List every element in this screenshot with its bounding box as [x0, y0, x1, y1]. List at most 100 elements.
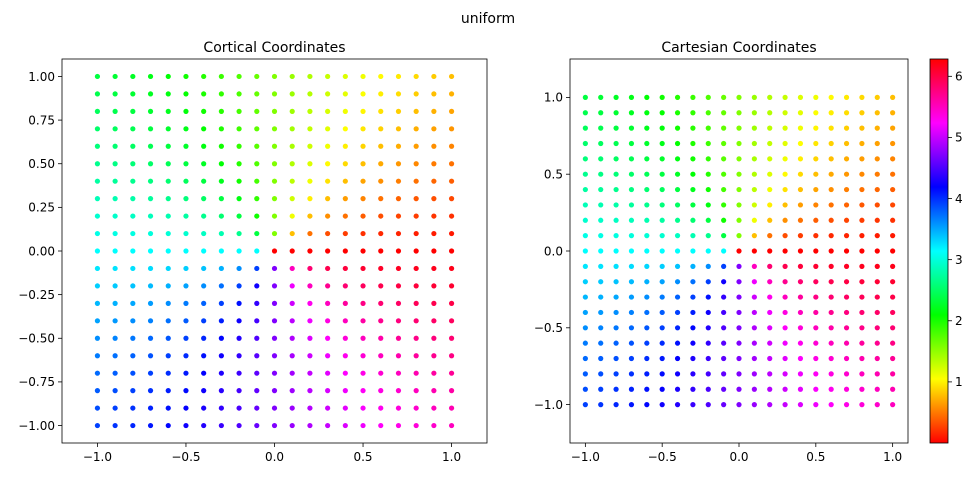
scatter-point [721, 294, 727, 300]
scatter-point [598, 202, 604, 208]
scatter-point [598, 340, 604, 346]
scatter-point [782, 294, 788, 300]
scatter-point [659, 171, 665, 177]
scatter-point [751, 156, 757, 162]
scatter-point [736, 294, 742, 300]
scatter-point [94, 370, 101, 376]
scatter-point [201, 196, 207, 202]
y-tick-label: 0.5 [544, 168, 563, 182]
scatter-point [828, 186, 834, 193]
y-tick-label: −0.75 [18, 375, 55, 389]
scatter-point [813, 110, 819, 116]
scatter-point [797, 294, 804, 300]
scatter-point [859, 325, 865, 331]
scatter-point [782, 325, 788, 331]
scatter-point [751, 325, 757, 331]
scatter-point [431, 91, 437, 97]
scatter-point [767, 309, 773, 316]
scatter-point [751, 355, 757, 362]
scatter-point [890, 294, 896, 300]
y-tick-label: 1.0 [544, 91, 563, 105]
scatter-point [395, 353, 402, 359]
scatter-point [289, 353, 295, 359]
scatter-point [342, 126, 348, 132]
scatter-point [721, 263, 727, 269]
colorbar-tick-label: 2 [955, 314, 963, 328]
scatter-point [628, 233, 635, 239]
scatter-point [828, 140, 834, 147]
scatter-point [112, 405, 118, 411]
scatter-point [431, 213, 437, 219]
scatter-point [767, 294, 773, 300]
scatter-point [395, 196, 402, 202]
scatter-point [859, 202, 865, 208]
scatter-point [874, 371, 880, 377]
scatter-point [736, 233, 742, 239]
scatter-point [598, 309, 604, 316]
scatter-point [94, 178, 101, 184]
scatter-point [325, 73, 331, 80]
scatter-point [613, 217, 619, 223]
scatter-point [705, 186, 711, 193]
scatter-point [843, 171, 850, 177]
scatter-point [431, 405, 437, 411]
scatter-point [782, 217, 788, 223]
scatter-point [378, 353, 384, 359]
scatter-point [690, 294, 696, 300]
scatter-point [431, 335, 437, 341]
scatter-point [183, 143, 189, 149]
scatter-point [254, 73, 260, 80]
cortical-coordinates-axes: Cortical Coordinates −1.0 −0.5 0.0 0.5 1.0 −… [18, 40, 488, 464]
scatter-point [767, 171, 773, 177]
scatter-point [183, 178, 189, 184]
scatter-point [307, 300, 313, 306]
scatter-point [828, 110, 834, 116]
scatter-point [751, 402, 757, 408]
scatter-point [130, 143, 136, 149]
scatter-point [813, 171, 819, 177]
scatter-point [782, 355, 788, 362]
scatter-point [859, 294, 865, 300]
scatter-point [413, 422, 419, 429]
scatter-point [797, 202, 804, 208]
scatter-point [395, 91, 402, 97]
scatter-point [431, 161, 437, 167]
scatter-point [413, 143, 419, 149]
x-tick-label: −1.0 [571, 450, 600, 464]
scatter-point [395, 422, 402, 429]
scatter-point [271, 422, 278, 429]
scatter-point [613, 309, 619, 316]
scatter-point [448, 230, 455, 237]
scatter-point [147, 161, 154, 167]
scatter-point [721, 233, 727, 239]
colorbar-tick-label: 1 [955, 375, 963, 389]
scatter-point [254, 335, 260, 341]
scatter-point [843, 110, 850, 116]
scatter-point [828, 248, 834, 254]
scatter-point [413, 300, 419, 306]
scatter-point [236, 388, 242, 394]
scatter-point [325, 108, 331, 114]
scatter-point [413, 388, 419, 394]
scatter-point [736, 325, 742, 331]
scatter-point [659, 233, 665, 239]
scatter-point [325, 178, 331, 184]
scatter-point [582, 402, 588, 408]
scatter-point [218, 213, 224, 219]
scatter-point [628, 294, 635, 300]
scatter-point [395, 265, 402, 272]
scatter-point [890, 186, 896, 193]
scatter-point [325, 248, 331, 254]
scatter-point [271, 178, 278, 184]
scatter-point [690, 110, 696, 116]
scatter-point [254, 196, 260, 202]
scatter-point [767, 94, 773, 100]
scatter-point [413, 126, 419, 132]
scatter-point [751, 171, 757, 177]
scatter-point [690, 279, 696, 285]
scatter-point [813, 186, 819, 193]
scatter-point [751, 110, 757, 116]
scatter-point [644, 110, 650, 116]
scatter-point [721, 248, 727, 254]
scatter-point [782, 340, 788, 346]
